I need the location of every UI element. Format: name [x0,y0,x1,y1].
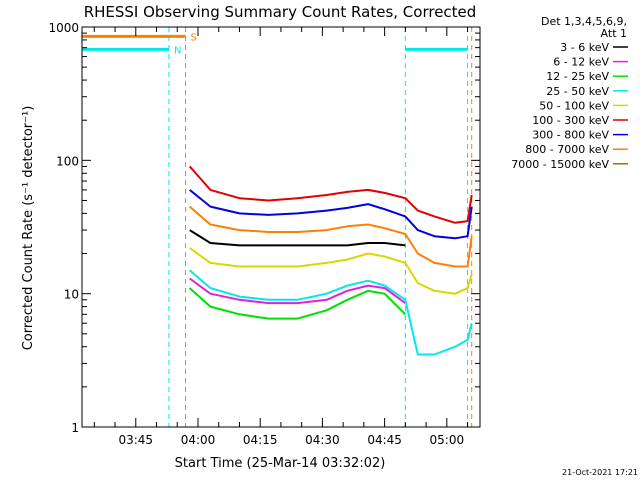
legend-label-1: 6 - 12 keV [553,56,609,69]
plot-frame [81,26,481,428]
plot-data-layer: SN [81,27,473,427]
x-tick-label-1: 04:00 [181,433,216,447]
chart-title: RHESSI Observing Summary Count Rates, Co… [84,3,477,21]
flag-label-1: N [174,45,181,56]
legend-label-6: 300 - 800 keV [532,129,609,142]
y-tick-label-2: 100 [56,154,79,168]
legend-header-0: Det 1,3,4,5,6,9, [541,15,627,28]
series-line-1-0 [189,277,406,305]
x-tick-label-2: 04:15 [243,433,278,447]
y-tick-label-3: 1000 [48,21,79,35]
axes-layer: 1 10 100 1000 03:45 04:00 04:15 04:30 04:45 05:00 [48,21,480,447]
series-line-7-0 [189,205,473,268]
legend-label-7: 800 - 7000 keV [525,143,609,156]
y-axis-label: Corrected Count Rate (s⁻¹ detector⁻¹) [21,106,36,351]
series-line-5-0 [188,165,473,224]
legend-label-8: 7000 - 15000 keV [511,158,609,171]
x-tick-label-5: 05:00 [430,433,465,447]
x-tick-label-0: 03:45 [118,433,153,447]
legend-header-1: Att 1 [601,27,627,40]
y-tick-label-1: 10 [64,288,79,302]
flag-label-0: S [191,32,197,43]
legend-label-2: 12 - 25 keV [546,70,609,83]
y-tick-label-0: 1 [71,421,79,435]
x-axis-label: Start Time (25-Mar-14 03:32:02) [175,456,386,471]
legend-label-5: 100 - 300 keV [532,114,609,127]
series-line-3-0 [189,269,473,356]
x-tick-label-3: 04:30 [305,433,340,447]
legend-label-4: 50 - 100 keV [539,99,609,112]
legend-label-0: 3 - 6 keV [560,41,609,54]
series-line-0-0 [189,229,406,247]
legend: Det 1,3,4,5,6,9,Att 13 - 6 keV 6 - 12 keV… [511,15,628,171]
date-stamp: 21-Oct-2021 17:21 [562,468,638,477]
series-line-2-0 [189,287,407,320]
x-tick-label-4: 04:45 [367,433,402,447]
legend-label-3: 25 - 50 keV [546,85,609,98]
series-line-4-0 [189,247,473,295]
series-line-6-0 [189,189,473,240]
